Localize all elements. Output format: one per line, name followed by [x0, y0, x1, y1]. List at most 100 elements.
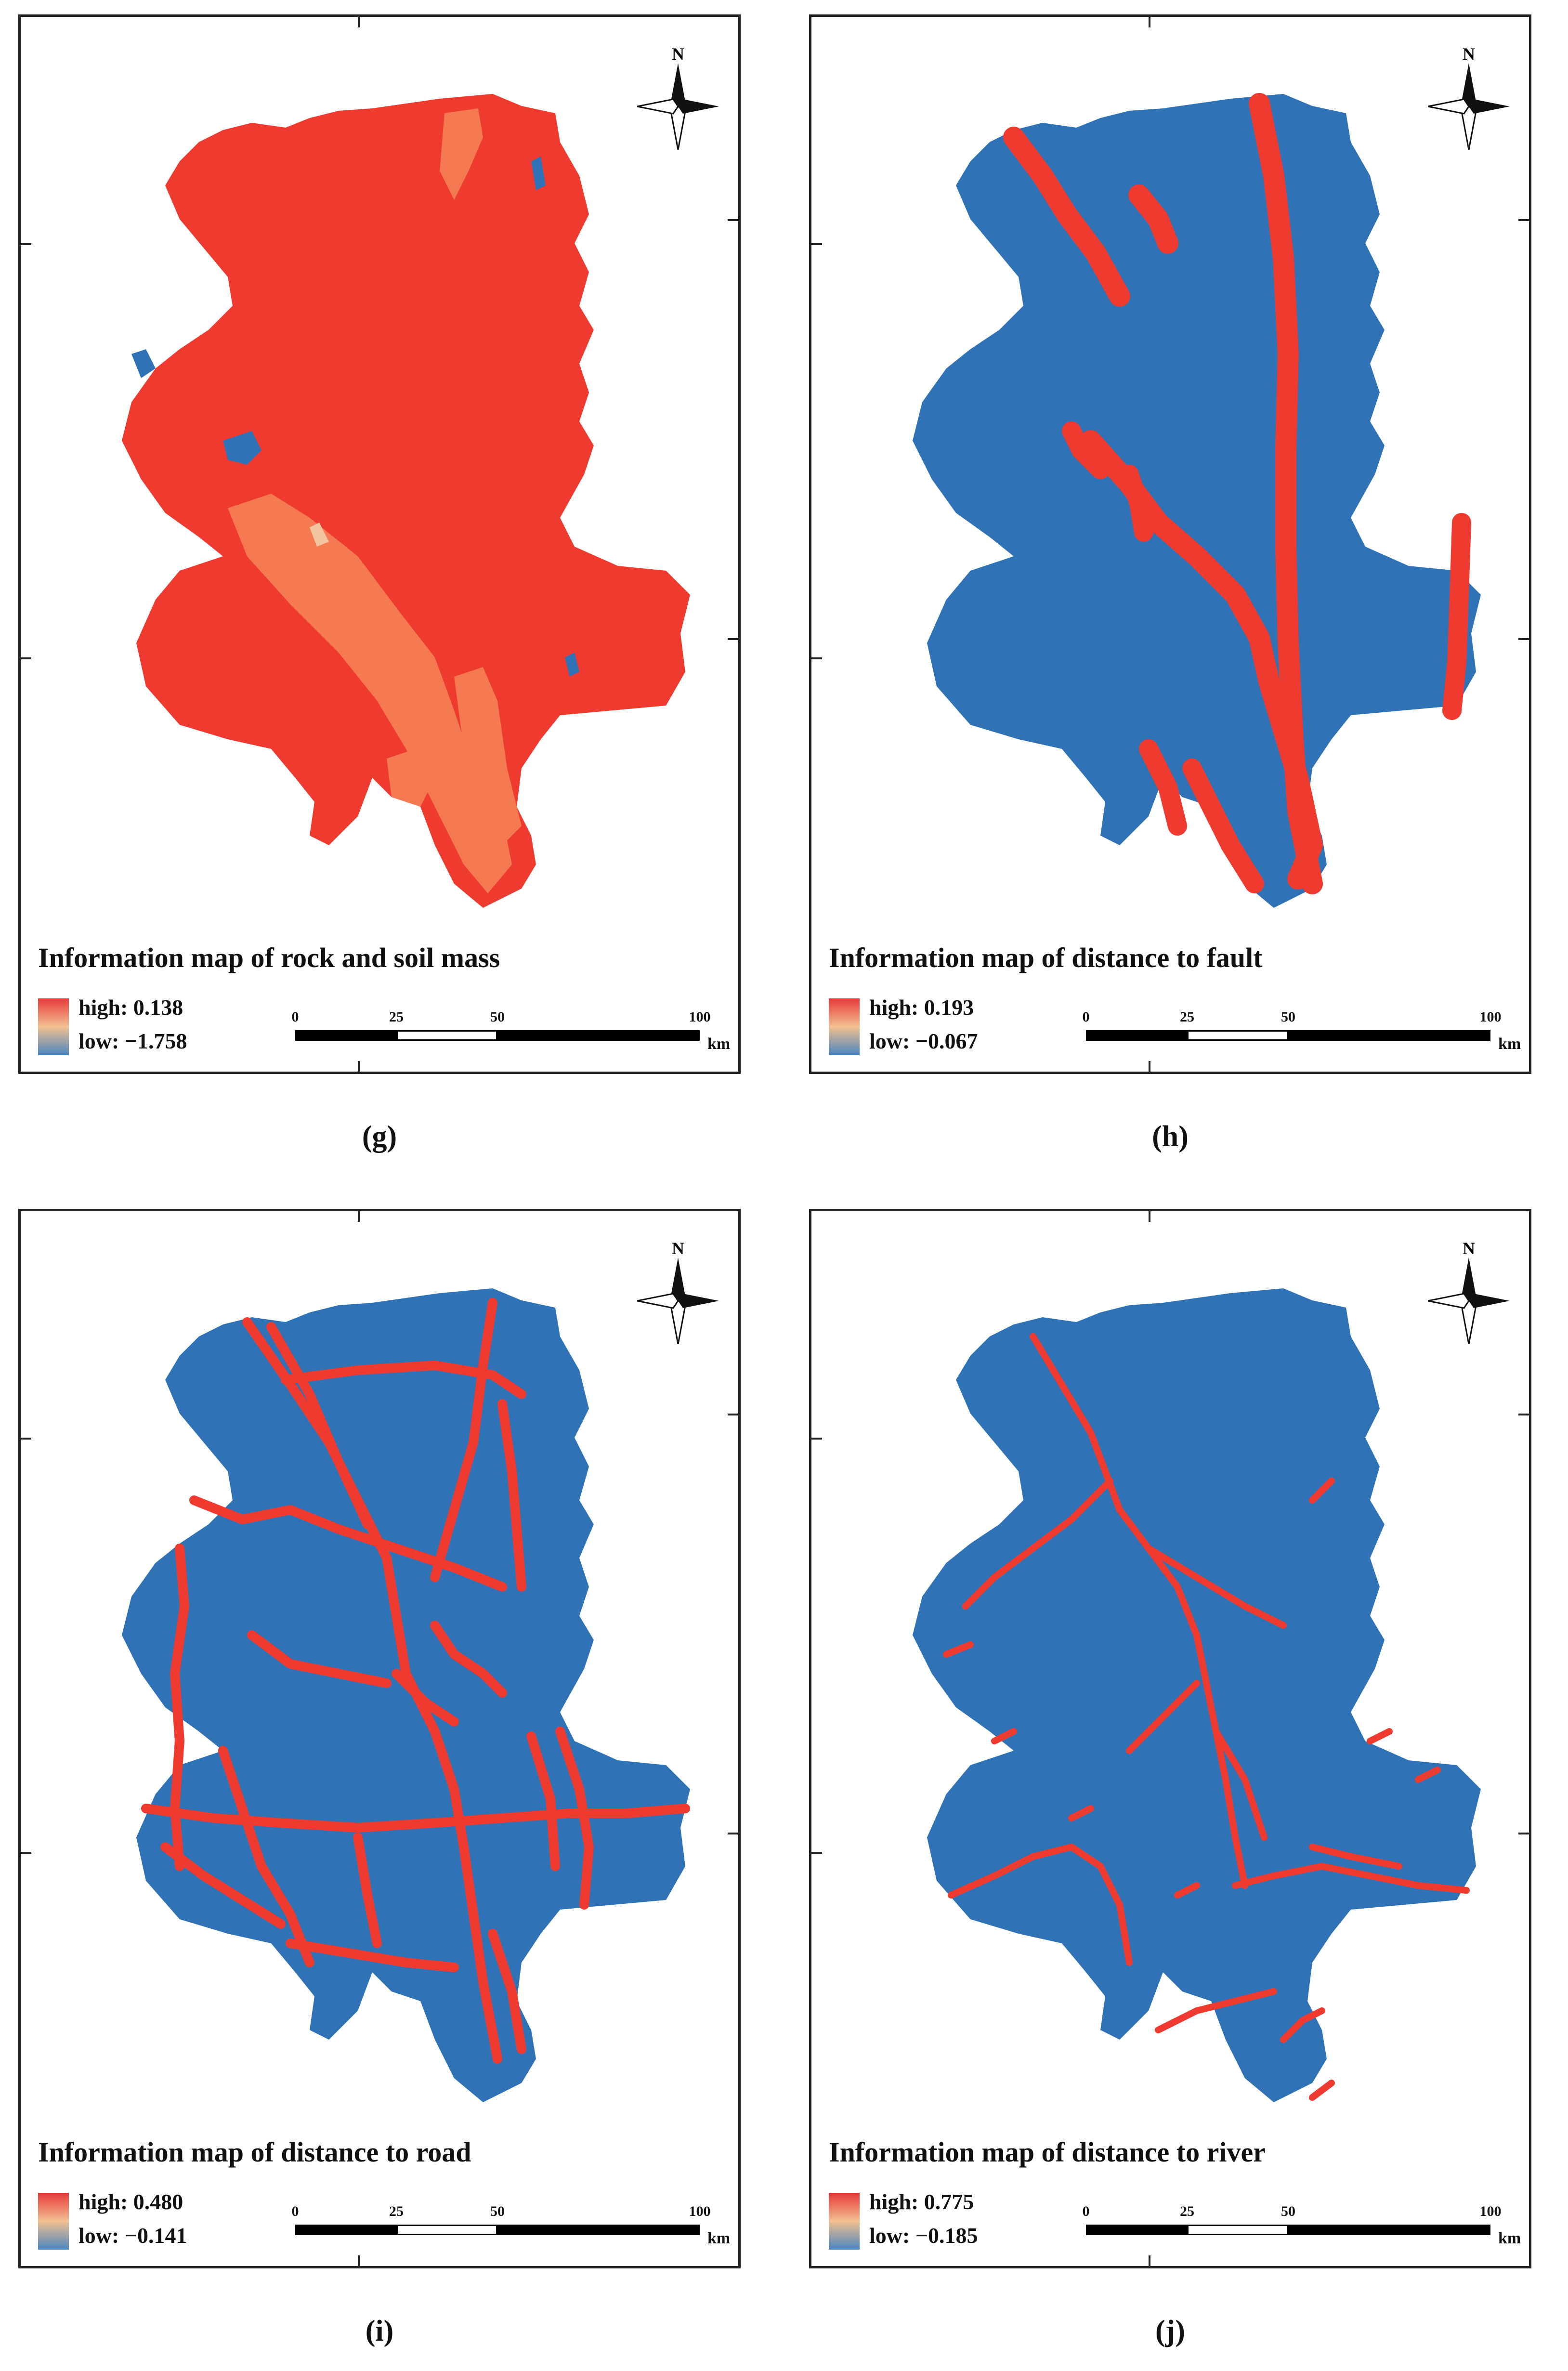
scale-unit: km — [707, 2229, 731, 2247]
graticule-tick — [358, 1061, 360, 1072]
scale-segment — [497, 1030, 700, 1041]
legend-color-ramp — [829, 2193, 860, 2250]
legend-high: high: 0.775 — [869, 2189, 974, 2214]
legend: high: 0.138 low: −1.758 — [38, 995, 308, 1057]
scale-bar: 0 25 50 100 km — [1081, 2203, 1521, 2252]
scale-label: 0 — [1082, 2203, 1090, 2219]
north-label: N — [672, 44, 684, 64]
graticule-tick — [1149, 17, 1150, 27]
scale-segment — [1187, 2225, 1288, 2235]
scale-label: 25 — [1180, 2203, 1194, 2219]
north-arrow-icon: N — [637, 1238, 719, 1344]
map-rock-soil — [122, 94, 690, 908]
graticule-tick — [1149, 2255, 1150, 2266]
map-panel-fault: N Information map of distance to fault h… — [809, 14, 1531, 1074]
graticule-tick — [21, 243, 31, 245]
scale-segment — [295, 1030, 396, 1041]
map-panel-river: N Information map of distance to river h… — [809, 1209, 1531, 2268]
scale-label: 50 — [490, 1009, 505, 1025]
region-shape — [913, 94, 1481, 908]
graticule-tick — [1149, 1061, 1150, 1072]
region-shape — [122, 1288, 690, 2102]
graticule-tick — [728, 638, 738, 640]
graticule-tick — [21, 1438, 31, 1440]
scale-label: 25 — [1180, 1009, 1194, 1025]
legend-low: low: −0.185 — [869, 2223, 978, 2248]
scale-segment — [1288, 2225, 1490, 2235]
legend: high: 0.193 low: −0.067 — [829, 995, 1098, 1057]
scale-segment — [396, 1030, 497, 1041]
legend-low: low: −1.758 — [78, 1029, 187, 1053]
graticule-tick — [1518, 1833, 1529, 1834]
map-fault — [913, 93, 1481, 908]
legend: high: 0.775 low: −0.185 — [829, 2189, 1098, 2252]
graticule-tick — [358, 2255, 360, 2266]
legend-high: high: 0.480 — [78, 2189, 183, 2214]
graticule-tick — [728, 1414, 738, 1415]
graticule-tick — [1149, 1211, 1150, 1222]
map-title: Information map of distance to fault — [829, 942, 1263, 973]
scale-label: 100 — [689, 1009, 711, 1025]
legend-low: low: −0.067 — [869, 1029, 978, 1053]
scale-label: 0 — [291, 2203, 299, 2219]
graticule-tick — [21, 657, 31, 659]
scale-label: 25 — [389, 1009, 404, 1025]
map-river — [913, 1288, 1481, 2102]
graticule-tick — [1518, 219, 1529, 221]
map-panel-road: N Information map of distance to road hi… — [18, 1209, 741, 2268]
scale-bar: 0 25 50 100 km — [1081, 1009, 1521, 1057]
scale-bar: 0 25 50 100 km — [290, 1009, 731, 1057]
map-panel-rock-soil: N Information map of rock and soil mass … — [18, 14, 741, 1074]
scale-segment — [497, 2225, 700, 2235]
legend-color-ramp — [38, 2193, 69, 2250]
map-road — [122, 1288, 690, 2102]
region-shape — [913, 1288, 1481, 2102]
subfigure-caption-g: (g) — [362, 1120, 397, 1153]
scale-label: 25 — [389, 2203, 404, 2219]
graticule-tick — [811, 243, 822, 245]
scale-label: 0 — [291, 1009, 299, 1025]
subfigure-caption-i: (i) — [365, 2315, 394, 2347]
map-title: Information map of distance to road — [38, 2136, 471, 2168]
scale-label: 0 — [1082, 1009, 1090, 1025]
legend-high: high: 0.138 — [78, 995, 183, 1020]
map-title: Information map of rock and soil mass — [38, 942, 500, 973]
scale-segment — [1086, 1030, 1187, 1041]
scale-label: 50 — [1281, 1009, 1295, 1025]
legend-color-ramp — [38, 998, 69, 1055]
scale-label: 50 — [490, 2203, 505, 2219]
scale-unit: km — [1498, 1035, 1521, 1053]
legend-low: low: −0.141 — [78, 2223, 187, 2248]
legend-color-ramp — [829, 998, 860, 1055]
north-arrow-icon: N — [637, 44, 719, 150]
legend-high: high: 0.193 — [869, 995, 974, 1020]
graticule-tick — [728, 219, 738, 221]
subfigure-caption-j: (j) — [1155, 2315, 1185, 2347]
north-arrow-icon: N — [1428, 1238, 1510, 1344]
scale-unit: km — [707, 1035, 731, 1053]
graticule-tick — [21, 1852, 31, 1854]
north-label: N — [672, 1239, 684, 1258]
graticule-tick — [358, 17, 360, 27]
north-label: N — [1463, 1239, 1475, 1258]
scale-label: 50 — [1281, 2203, 1295, 2219]
graticule-tick — [811, 1852, 822, 1854]
graticule-tick — [811, 657, 822, 659]
north-arrow-icon: N — [1428, 44, 1510, 150]
north-label: N — [1463, 44, 1475, 64]
scale-segment — [396, 2225, 497, 2235]
graticule-tick — [1518, 1414, 1529, 1415]
graticule-tick — [728, 1833, 738, 1834]
legend: high: 0.480 low: −0.141 — [38, 2189, 308, 2252]
scale-segment — [1086, 2225, 1187, 2235]
graticule-tick — [811, 1438, 822, 1440]
region-shape — [122, 94, 690, 908]
subfigure-caption-h: (h) — [1152, 1120, 1189, 1153]
graticule-tick — [1518, 638, 1529, 640]
scale-label: 100 — [1479, 1009, 1502, 1025]
scale-label: 100 — [689, 2203, 711, 2219]
scale-unit: km — [1498, 2229, 1521, 2247]
scale-label: 100 — [1479, 2203, 1502, 2219]
map-title: Information map of distance to river — [829, 2136, 1266, 2168]
scale-segment — [1187, 1030, 1288, 1041]
